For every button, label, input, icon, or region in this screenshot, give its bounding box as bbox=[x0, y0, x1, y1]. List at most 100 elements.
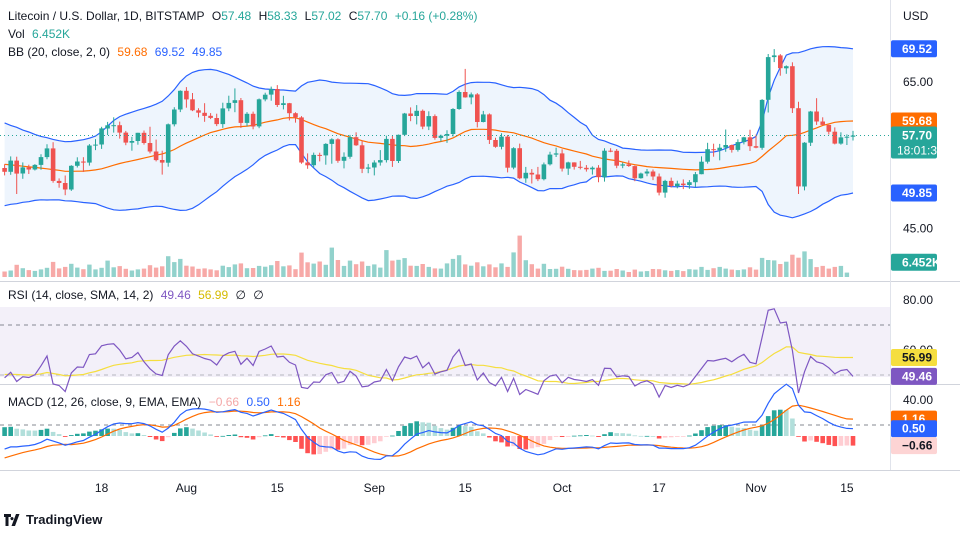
candle-body bbox=[317, 154, 322, 156]
countdown-timer: 18:01:33 bbox=[897, 144, 944, 158]
macd-hist-bar bbox=[353, 436, 359, 444]
rsi-badge-box bbox=[891, 367, 937, 385]
candle-body bbox=[553, 153, 559, 155]
candle-body bbox=[790, 66, 795, 109]
price-badge-text: 49.85 bbox=[902, 186, 932, 200]
macd-hist-bar bbox=[687, 435, 692, 437]
candle-body bbox=[559, 153, 565, 169]
candle-body bbox=[129, 141, 135, 143]
bb-basis-value: 59.68 bbox=[117, 45, 148, 59]
low-label: L bbox=[304, 9, 312, 23]
macd-hist-bar bbox=[44, 428, 50, 436]
macd-hist-bar bbox=[190, 428, 195, 436]
volume-bar bbox=[784, 261, 789, 277]
candle-body bbox=[268, 89, 274, 95]
volume-bar bbox=[644, 271, 650, 277]
volume-bar bbox=[299, 252, 304, 277]
volume-bar bbox=[347, 260, 353, 277]
macd-hist-bar bbox=[675, 436, 680, 437]
x-tick-label: Sep bbox=[364, 481, 386, 495]
macd-badge: −0.66 bbox=[891, 437, 937, 455]
macd-hist-bar bbox=[32, 430, 38, 436]
rsi-line bbox=[4, 308, 854, 399]
macd-hist-bar bbox=[820, 436, 825, 444]
candle-body bbox=[299, 117, 304, 163]
tradingview-logo[interactable]: TradingView bbox=[4, 512, 102, 527]
volume-bar bbox=[669, 270, 674, 277]
macd-hist-bar bbox=[590, 435, 595, 437]
candle-body bbox=[432, 116, 438, 138]
volume-bar bbox=[281, 266, 286, 277]
macd-hist-bar bbox=[535, 436, 541, 448]
candle-body bbox=[614, 150, 619, 166]
macd-legend[interactable]: MACD (12, 26, close, 9, EMA, EMA) −0.66 … bbox=[8, 395, 305, 409]
candle-body bbox=[771, 55, 777, 58]
candle-body bbox=[38, 157, 44, 165]
candle-body bbox=[844, 136, 850, 138]
macd-label: MACD (12, 26, close, 9, EMA, EMA) bbox=[8, 395, 202, 409]
volume-series bbox=[2, 235, 850, 278]
candle-body bbox=[159, 160, 165, 163]
macd-hist-bar bbox=[650, 436, 656, 437]
candle-body bbox=[487, 114, 492, 140]
macd-hist-bar bbox=[220, 435, 226, 437]
candle-body bbox=[365, 167, 371, 169]
macd-hist-bar bbox=[626, 433, 632, 436]
candle-body bbox=[141, 132, 147, 143]
volume-bar bbox=[117, 266, 122, 277]
currency-label[interactable]: USD bbox=[903, 9, 929, 23]
macd-hist-bar bbox=[62, 436, 68, 437]
volume-bar bbox=[160, 266, 165, 277]
volume-bar bbox=[614, 269, 619, 277]
macd-hist-bar bbox=[141, 435, 147, 436]
macd-hist-bar bbox=[759, 425, 765, 436]
candle-body bbox=[620, 164, 625, 166]
macd-hist-bar bbox=[493, 436, 498, 442]
rsi-legend[interactable]: RSI (14, close, SMA, 14, 2) 49.46 56.99 … bbox=[8, 288, 268, 302]
candle-body bbox=[178, 90, 183, 110]
rsi-label: RSI (14, close, SMA, 14, 2) bbox=[8, 288, 154, 302]
candle-body bbox=[808, 111, 813, 143]
macd-hist-bar bbox=[153, 436, 159, 440]
macd-hist-bar bbox=[717, 425, 722, 436]
macd-hist-bar bbox=[850, 436, 856, 446]
candle-body bbox=[2, 168, 7, 172]
candle-body bbox=[396, 134, 401, 161]
volume-bar bbox=[517, 235, 522, 277]
macd-hist-bar bbox=[50, 431, 56, 436]
volume-bar bbox=[50, 261, 56, 277]
candle-body bbox=[220, 108, 226, 125]
volume-legend[interactable]: Vol 6.452K bbox=[8, 27, 74, 41]
candle-body bbox=[262, 94, 268, 100]
volume-bar bbox=[208, 269, 213, 277]
volume-bar bbox=[796, 257, 801, 277]
macd-hist-bar bbox=[287, 436, 292, 441]
candle-body bbox=[668, 180, 674, 186]
volume-bar bbox=[244, 268, 250, 277]
macd-hist-bar bbox=[462, 426, 468, 436]
candle-body bbox=[117, 125, 122, 133]
macd-hist-bar bbox=[456, 425, 462, 436]
x-tick-label: 15 bbox=[840, 481, 854, 495]
macd-hist-bar bbox=[541, 436, 547, 444]
volume-bar bbox=[638, 271, 644, 277]
candle-body bbox=[656, 176, 662, 193]
candle-body bbox=[287, 103, 292, 114]
candle-body bbox=[420, 110, 425, 127]
volume-bar bbox=[378, 267, 383, 278]
candle-body bbox=[335, 139, 341, 161]
macd-hist-bar bbox=[335, 436, 341, 450]
macd-badge-box bbox=[891, 420, 937, 438]
macd-hist-bar bbox=[487, 436, 492, 438]
volume-bar bbox=[414, 265, 419, 277]
volume-bar bbox=[481, 266, 486, 277]
candle-body bbox=[784, 66, 789, 69]
volume-bar bbox=[141, 268, 147, 277]
bb-legend[interactable]: BB (20, close, 2, 0) 59.68 69.52 49.85 bbox=[8, 45, 226, 59]
candle-body bbox=[481, 114, 486, 122]
candle-body bbox=[69, 165, 74, 190]
volume-bar bbox=[311, 263, 316, 277]
macd-hist-bar bbox=[565, 436, 571, 437]
macd-hist-bar bbox=[802, 436, 807, 442]
